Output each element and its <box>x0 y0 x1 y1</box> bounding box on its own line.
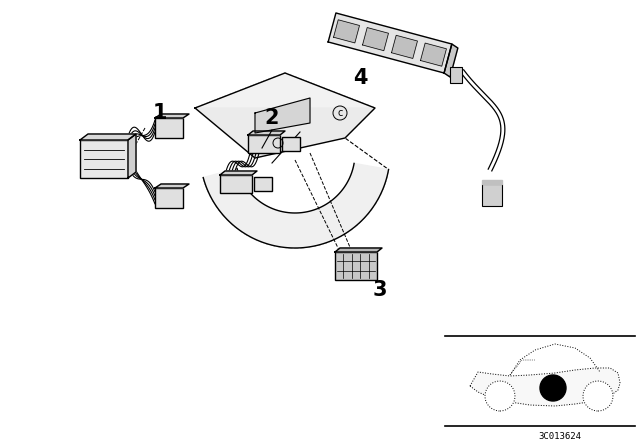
Polygon shape <box>195 73 375 158</box>
Polygon shape <box>195 108 375 158</box>
Bar <box>220 175 252 193</box>
Bar <box>450 67 462 83</box>
Polygon shape <box>362 28 388 51</box>
Bar <box>482 184 502 206</box>
Circle shape <box>273 138 283 148</box>
Text: 4: 4 <box>353 68 367 88</box>
Polygon shape <box>248 131 285 135</box>
Text: 2: 2 <box>265 108 279 128</box>
Polygon shape <box>204 164 388 248</box>
Circle shape <box>583 381 613 411</box>
Polygon shape <box>220 171 257 175</box>
Polygon shape <box>155 184 189 188</box>
Bar <box>335 252 377 280</box>
Polygon shape <box>333 20 360 43</box>
Bar <box>80 140 128 178</box>
Polygon shape <box>255 98 310 133</box>
Text: 3: 3 <box>372 280 387 300</box>
Polygon shape <box>482 180 502 184</box>
Polygon shape <box>328 13 452 73</box>
Polygon shape <box>420 43 447 66</box>
Circle shape <box>333 106 347 120</box>
Circle shape <box>485 381 515 411</box>
Bar <box>155 188 183 208</box>
Polygon shape <box>335 248 382 252</box>
Polygon shape <box>80 134 136 140</box>
Polygon shape <box>444 44 458 77</box>
Polygon shape <box>392 35 417 58</box>
Bar <box>155 118 183 138</box>
Bar <box>282 137 300 151</box>
Polygon shape <box>470 368 620 406</box>
Bar <box>254 177 272 191</box>
Polygon shape <box>155 114 189 118</box>
Circle shape <box>540 375 566 401</box>
Text: 1: 1 <box>153 103 167 123</box>
Text: c: c <box>337 108 342 118</box>
Bar <box>248 135 280 153</box>
Text: 3C013624: 3C013624 <box>538 431 582 440</box>
Polygon shape <box>128 134 136 178</box>
